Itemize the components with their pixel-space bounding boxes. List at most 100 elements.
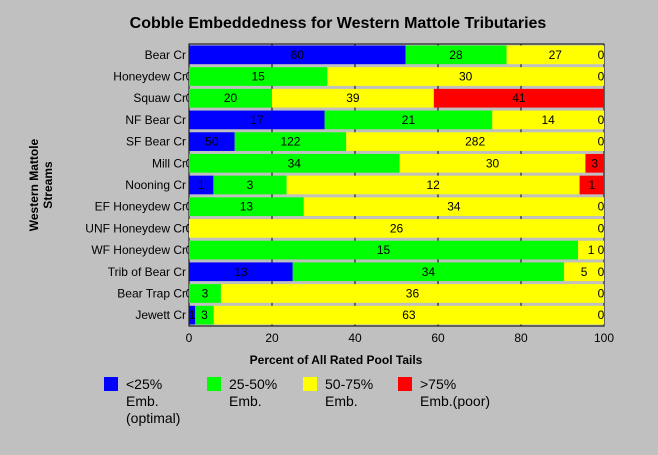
y-axis-label-line: Streams <box>41 161 55 209</box>
data-label: 12 <box>426 178 440 192</box>
data-label: 1 <box>189 308 196 322</box>
data-label: 13 <box>240 200 254 214</box>
category-label: UNF Honeydew Cr <box>85 221 186 235</box>
bars: 6028270015300020394117211405012228200343… <box>186 45 605 325</box>
legend-swatch <box>104 377 118 391</box>
bar-segment <box>324 110 493 130</box>
bar-segment <box>492 110 604 130</box>
data-label: 0 <box>598 243 605 257</box>
category-label: Jewett Cr <box>135 308 186 322</box>
data-label: 0 <box>598 221 605 235</box>
bar-segment <box>189 153 400 173</box>
data-label: 63 <box>402 308 416 322</box>
data-label: 0 <box>598 113 605 127</box>
legend-label: 25-50% <box>229 376 277 392</box>
category-label: WF Honeydew Cr <box>91 243 186 257</box>
data-label: 41 <box>512 91 526 105</box>
bar-segment <box>303 197 604 217</box>
legend-label: Emb. <box>325 393 358 409</box>
legend: <25%Emb.(optimal)25-50%Emb.50-75%Emb.>75… <box>104 376 490 426</box>
bar-segment <box>405 45 507 65</box>
category-label: NF Bear Cr <box>125 113 186 127</box>
data-label: 28 <box>449 48 463 62</box>
legend-label: Emb.(poor) <box>420 393 490 409</box>
bar-segment <box>399 153 586 173</box>
x-tick-label: 0 <box>186 331 193 345</box>
bar-segment <box>578 240 604 260</box>
bar-segment <box>189 305 196 325</box>
bar-segment <box>189 197 304 217</box>
data-label: 282 <box>465 135 485 149</box>
data-label: 50 <box>205 135 219 149</box>
bar-segment <box>585 153 604 173</box>
data-label: 34 <box>447 200 461 214</box>
legend-swatch <box>303 377 317 391</box>
legend-label: Emb. <box>126 393 159 409</box>
data-label: 1 <box>198 178 205 192</box>
category-label: Honeydew Cr <box>113 70 186 84</box>
category-label: SF Bear Cr <box>126 135 186 149</box>
data-label: 1 <box>588 178 595 192</box>
category-label: Trib of Bear Cr <box>108 265 186 279</box>
bar-segment <box>189 132 235 151</box>
bar-segment <box>189 284 221 303</box>
bar-segment <box>286 175 580 195</box>
data-label: 34 <box>288 156 302 170</box>
category-label: Bear Trap Cr <box>117 286 186 300</box>
bar-segment <box>433 88 604 108</box>
data-label: 3 <box>202 286 209 300</box>
bar-segment <box>195 305 214 325</box>
data-label: 34 <box>422 265 436 279</box>
category-label: Bear Cr <box>145 48 186 62</box>
data-label: 3 <box>201 308 208 322</box>
category-label: Squaw Cr <box>133 91 186 105</box>
data-label: 0 <box>598 135 605 149</box>
bar-segment <box>292 262 565 282</box>
bar-segment <box>213 305 604 325</box>
data-label: 30 <box>486 156 500 170</box>
data-label: 36 <box>406 286 420 300</box>
legend-label: >75% <box>420 376 456 392</box>
data-label: 0 <box>598 265 605 279</box>
legend-label: <25% <box>126 376 162 392</box>
data-label: 0 <box>598 70 605 84</box>
x-tick-label: 40 <box>348 331 362 345</box>
bar-segment <box>327 67 604 86</box>
data-label: 0 <box>598 308 605 322</box>
bar-segment <box>189 219 604 238</box>
data-label: 13 <box>234 265 248 279</box>
data-label: 17 <box>250 113 264 127</box>
legend-label: 50-75% <box>325 376 373 392</box>
data-label: 27 <box>549 48 563 62</box>
bar-segment <box>189 88 272 108</box>
bar-segment <box>506 45 604 65</box>
data-label: 21 <box>402 113 416 127</box>
x-tick-label: 20 <box>265 331 279 345</box>
legend-label: (optimal) <box>126 410 180 426</box>
x-tick-label: 80 <box>514 331 528 345</box>
data-label: 0 <box>598 200 605 214</box>
y-axis-label: Western Mattole Streams <box>27 138 55 231</box>
bar-segment <box>234 132 347 151</box>
x-tick-label: 60 <box>431 331 445 345</box>
legend-swatch <box>398 377 412 391</box>
data-label: 15 <box>251 70 265 84</box>
category-labels: Bear Cr Honeydew Cr Squaw Cr NF Bear Cr SF B… <box>85 48 186 322</box>
bar-segment <box>272 88 434 108</box>
bar-segment <box>189 240 579 260</box>
data-label: 15 <box>377 243 391 257</box>
data-label: 30 <box>459 70 473 84</box>
data-label: 0 <box>598 286 605 300</box>
bar-segment <box>564 262 604 282</box>
data-label: 39 <box>346 91 360 105</box>
legend-label: Emb. <box>229 393 262 409</box>
bar-segment <box>189 175 214 195</box>
bar-segment <box>189 45 406 65</box>
data-label: 20 <box>224 91 238 105</box>
data-label: 1 <box>588 243 595 257</box>
y-axis-label-line: Western Mattole <box>27 138 41 231</box>
x-tick-label: 100 <box>594 331 614 345</box>
x-axis-label: Percent of All Rated Pool Tails <box>250 353 423 367</box>
legend-swatch <box>207 377 221 391</box>
